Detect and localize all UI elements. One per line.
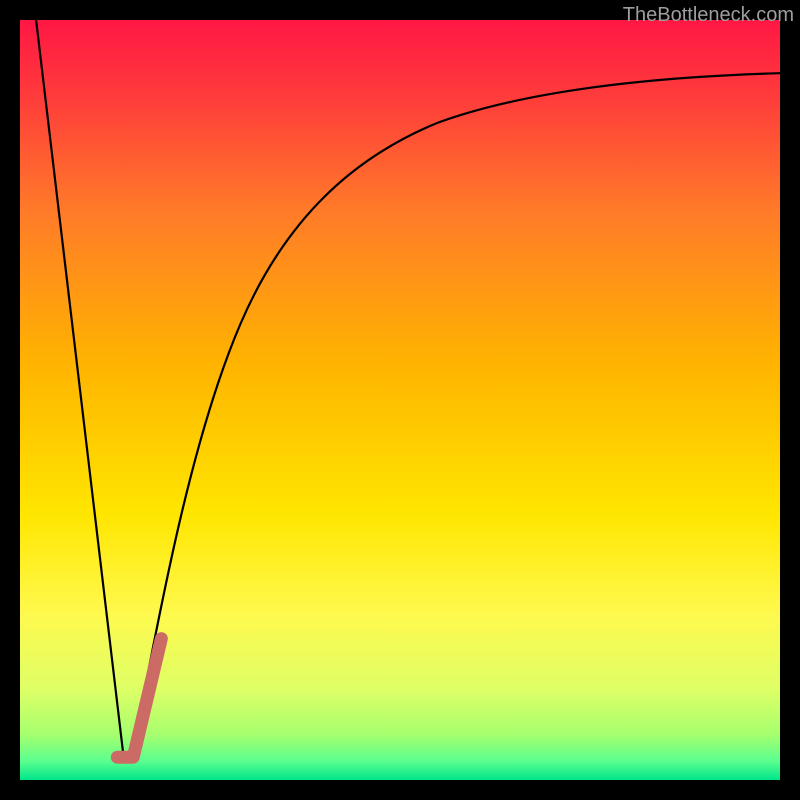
plot-area: [20, 20, 780, 780]
chart-frame: TheBottleneck.com: [0, 0, 800, 800]
chart-svg: [20, 20, 780, 780]
watermark-text: TheBottleneck.com: [623, 4, 794, 27]
plot-background: [20, 20, 780, 780]
